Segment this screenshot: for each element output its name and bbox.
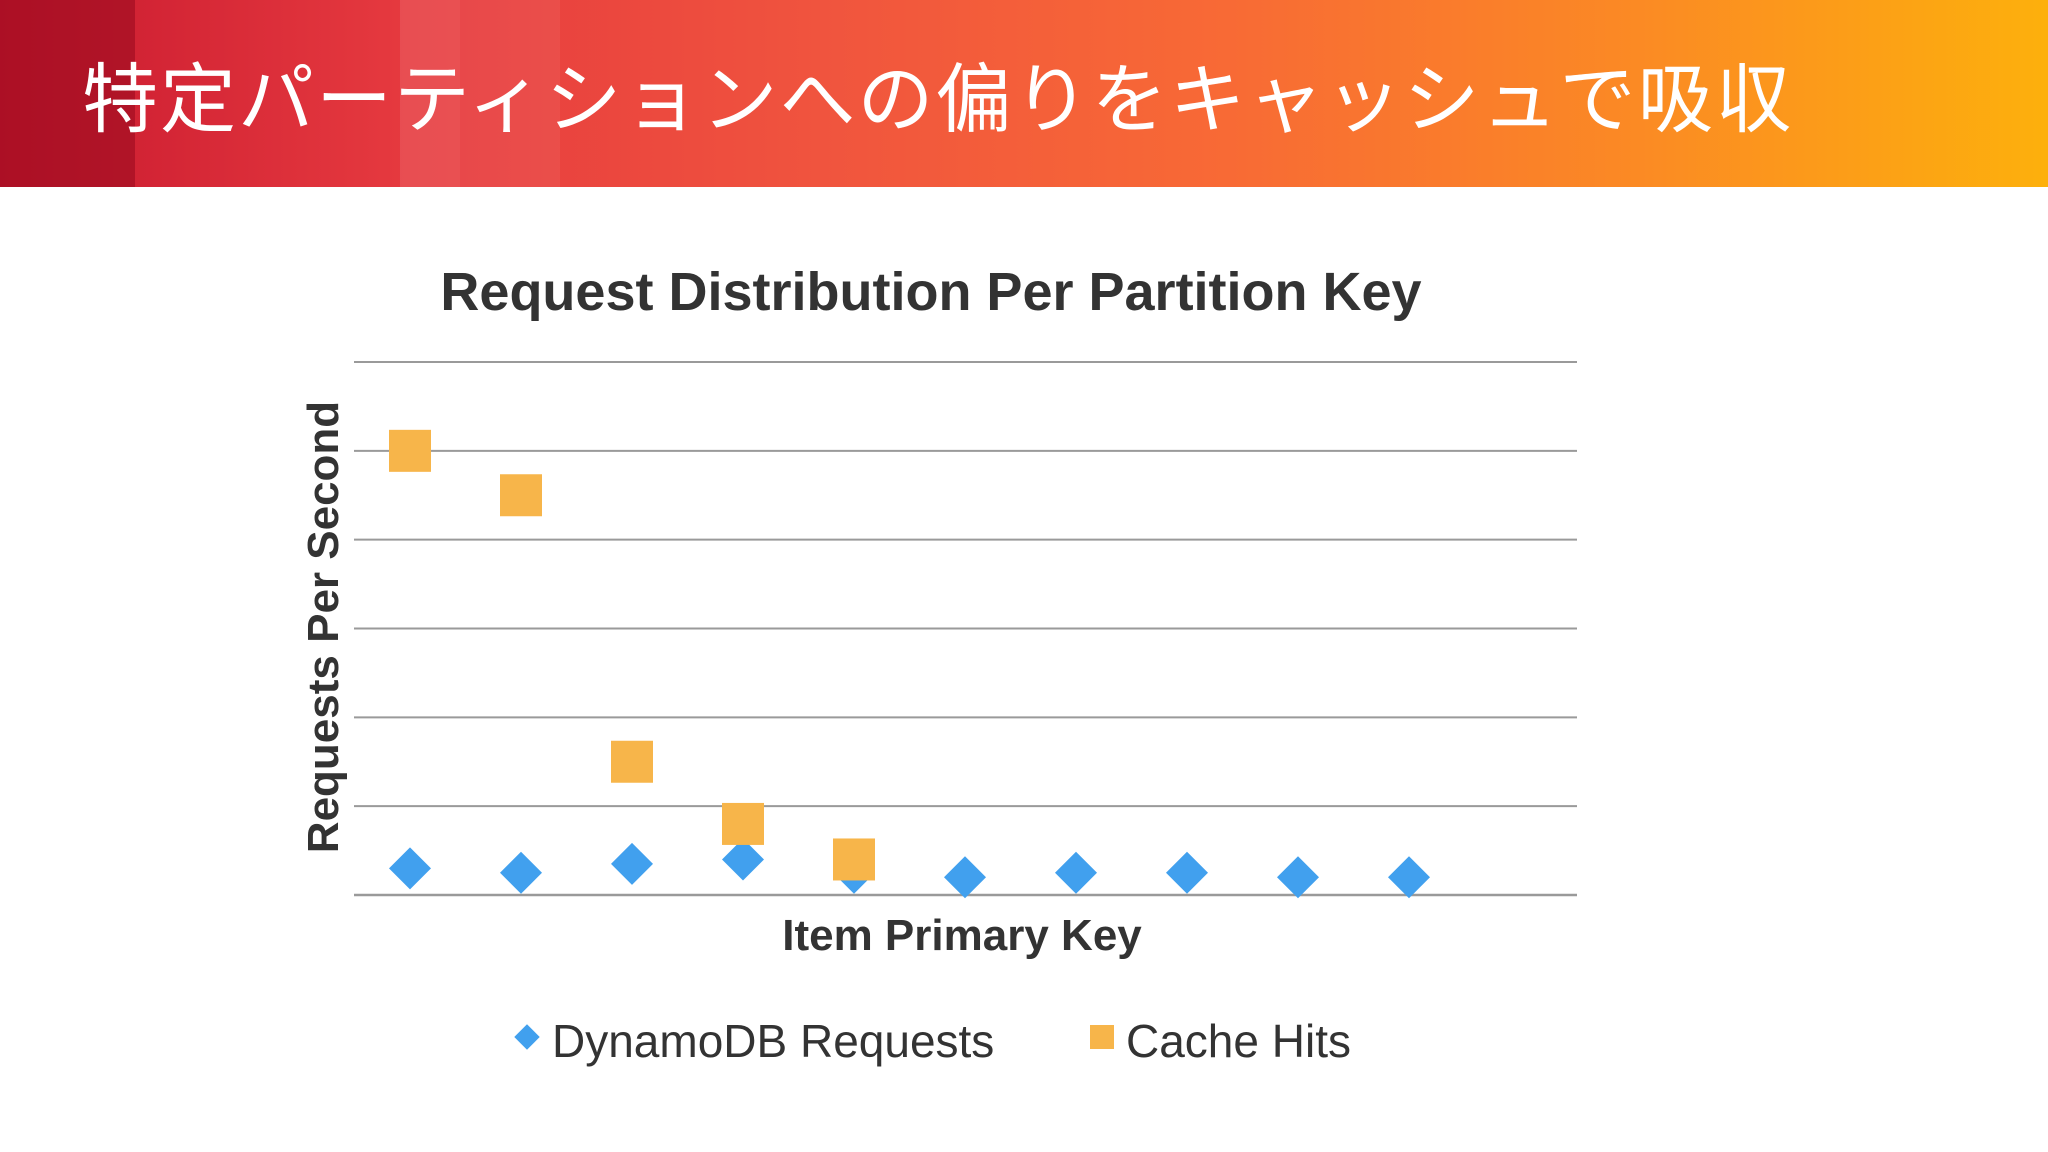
legend-label-cache: Cache Hits	[1126, 1015, 1351, 1067]
series-dynamodb-requests	[389, 838, 1430, 899]
series-cache-hits	[389, 429, 875, 881]
header-highlight-band	[400, 0, 460, 187]
y-axis-label: Requests Per Second	[299, 401, 348, 853]
legend-square-marker	[1090, 1025, 1114, 1049]
dynamodb-point	[1166, 851, 1208, 894]
cache-hit-point	[389, 429, 431, 472]
data-points	[389, 429, 1430, 899]
dynamodb-point	[611, 842, 653, 885]
legend-label-dynamodb: DynamoDB Requests	[552, 1015, 994, 1067]
slide-title: 特定パーティションへの偏りをキャッシュで吸収	[82, 55, 1794, 144]
legend-diamond-marker	[514, 1024, 540, 1050]
cache-hit-point	[833, 838, 875, 881]
cache-hit-point	[722, 802, 764, 845]
dynamodb-point	[389, 847, 431, 890]
legend-item-dynamodb: DynamoDB Requests	[514, 1015, 994, 1067]
legend-item-cache: Cache Hits	[1090, 1015, 1351, 1067]
cache-hit-point	[611, 740, 653, 783]
slide-header: 特定パーティションへの偏りをキャッシュで吸収	[0, 0, 2048, 187]
dynamodb-point	[944, 856, 986, 899]
header-highlight-band	[460, 0, 560, 187]
gridlines	[354, 361, 1577, 897]
cache-hit-point	[500, 474, 542, 517]
x-axis-label: Item Primary Key	[782, 911, 1142, 960]
dynamodb-point	[500, 851, 542, 894]
dynamodb-point	[1055, 851, 1097, 894]
dynamodb-point	[1277, 856, 1319, 899]
dynamodb-point	[722, 838, 764, 881]
header-accent-band	[0, 0, 135, 187]
legend: DynamoDB Requests Cache Hits	[514, 1015, 1351, 1067]
dynamodb-point	[1388, 856, 1430, 899]
chart-title: Request Distribution Per Partition Key	[440, 262, 1421, 322]
